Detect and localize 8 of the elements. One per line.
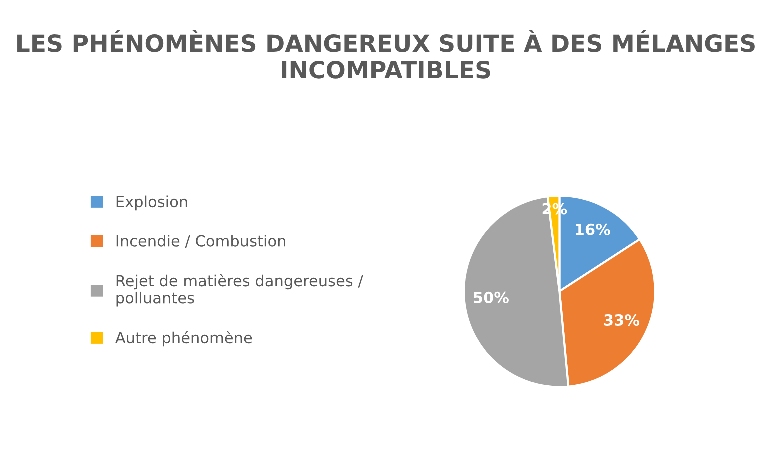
legend-label: Explosion — [116, 196, 188, 211]
chart-title: LES PHÉNOMÈNES DANGEREUX SUITE À DES MÉLANGES INCOMPATIBLES — [18, 30, 755, 79]
legend-label: Autre phénomène — [116, 331, 252, 347]
data-label: 50% — [474, 292, 509, 304]
data-label: 33% — [604, 314, 640, 326]
legend-label: Incendie / Combustion — [116, 235, 286, 248]
data-label: 16% — [576, 224, 610, 236]
legend-label: Rejet de matières dangereuses / polluantes — [116, 274, 364, 307]
